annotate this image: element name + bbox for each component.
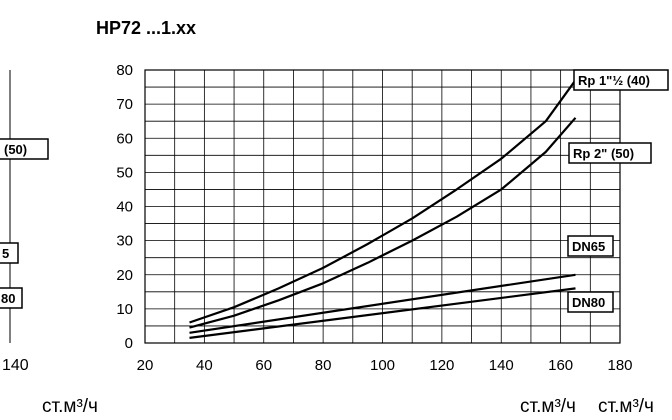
y-tick-label: 60: [116, 130, 133, 147]
x-tick-label: 20: [137, 357, 154, 374]
x-axis-unit: ст.м³/ч: [520, 396, 576, 417]
x-tick-label: 180: [607, 357, 632, 374]
left-fragment-label-1: (50): [4, 142, 27, 157]
x-tick-label: 40: [196, 357, 213, 374]
left-fragment-label-box-2: [0, 242, 19, 264]
series-labels: Rp 1"½ (40) Rp 2" (50) DN65 DN80: [567, 69, 669, 313]
y-tick-label: 10: [116, 301, 133, 318]
x-tick-label: 160: [548, 357, 573, 374]
series-line-1: [189, 117, 577, 329]
left-fragment-label-box-1: [0, 138, 49, 160]
plot-area: 0 10 20 30 40 50 60 70 80 20 40 60 80 100 120 140 160 180: [116, 62, 632, 374]
plot-frame: [144, 69, 621, 344]
series-label-box-dn65: [567, 235, 614, 257]
y-tick-label: 0: [125, 335, 133, 352]
series-line-2: [189, 273, 576, 334]
series-label-rp2: Rp 2" (50): [573, 146, 634, 161]
x-tick-label: 140: [489, 357, 514, 374]
chart-title: HP72 ...1.xx: [96, 18, 196, 38]
series-label-dn65: DN65: [572, 239, 605, 254]
x-tick-label: 120: [429, 357, 454, 374]
y-tick-label: 70: [116, 96, 133, 113]
series-label-rp15: Rp 1"½ (40): [578, 73, 650, 88]
y-tick-label: 50: [116, 164, 133, 181]
series-label-box-rp2: [568, 142, 652, 164]
x-tick-label: 100: [370, 357, 395, 374]
series-label-box-rp15: [573, 69, 669, 91]
left-fragment-unit: ст.м³/ч: [42, 396, 98, 417]
series-label-dn80: DN80: [572, 295, 605, 310]
left-fragment-label-box-3: [0, 287, 23, 309]
y-tick-label: 80: [116, 62, 133, 79]
x-axis-unit-overflow: ст.м³/ч: [598, 396, 654, 417]
series-label-box-dn80: [567, 291, 614, 313]
x-tick-label: 80: [315, 357, 332, 374]
series-line-0: [189, 79, 577, 324]
x-tick-label: 60: [255, 357, 272, 374]
left-fragment: (50) 5 80 140 ст.м³/ч: [0, 70, 98, 417]
y-tick-label: 40: [116, 199, 133, 216]
left-fragment-tick: 140: [2, 357, 29, 374]
left-fragment-label-2: 5: [2, 246, 9, 261]
y-tick-label: 20: [116, 267, 133, 284]
left-fragment-label-3: 80: [1, 291, 15, 306]
y-tick-label: 30: [116, 233, 133, 250]
series-line-3: [189, 287, 576, 339]
